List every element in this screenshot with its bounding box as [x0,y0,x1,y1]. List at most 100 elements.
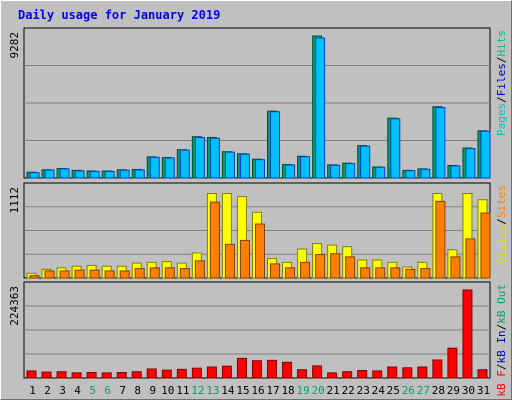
bar-kb-f-day-10 [161,369,172,379]
bar-files-day-22 [345,163,356,179]
bar-sites-day-22 [345,256,356,279]
bar-sites-day-3 [59,270,70,279]
legend-entry: Files [495,63,508,96]
bar-files-day-8 [134,169,145,179]
day-label-26: 26 [402,384,415,397]
panel-legend-kb: kB F/kB In/kB Out [495,284,508,397]
legend-entry: kB In [495,330,508,363]
bar-sites-day-20 [315,254,326,279]
bar-sites-day-5 [89,269,100,279]
bar-sites-day-7 [119,270,130,279]
bar-files-day-9 [149,156,160,179]
bar-kb-f-day-11 [176,368,187,379]
bar-files-day-18 [285,164,296,179]
bar-files-day-30 [465,148,476,179]
day-label-11: 11 [176,384,189,397]
day-label-4: 4 [74,384,81,397]
legend-entry: / [495,96,508,103]
legend-entry: kB F [495,370,508,397]
bar-files-day-25 [390,118,401,179]
bar-files-day-14 [224,151,235,179]
bar-files-day-3 [59,168,70,179]
bar-sites-day-24 [375,267,386,279]
bar-sites-day-17 [270,263,281,279]
bar-sites-day-6 [104,270,115,279]
bar-sites-day-25 [390,267,401,279]
bar-sites-day-27 [420,268,431,279]
day-label-22: 22 [342,384,355,397]
day-label-2: 2 [44,384,51,397]
bar-files-day-27 [420,168,431,179]
bar-files-day-4 [74,170,85,179]
legend-entry: Pages [495,103,508,136]
bar-sites-day-18 [285,267,296,279]
day-label-17: 17 [266,384,279,397]
panel-max-label: 9282 [8,32,21,59]
bar-files-day-19 [300,156,311,179]
day-label-9: 9 [149,384,156,397]
bar-kb-f-day-26 [402,367,413,379]
bar-sites-day-1 [29,275,40,279]
bar-files-day-10 [164,157,175,179]
day-label-27: 27 [417,384,430,397]
day-label-19: 19 [296,384,309,397]
day-label-14: 14 [221,384,235,397]
bar-kb-f-day-9 [146,368,157,379]
legend-entry: Visits [495,225,508,265]
bar-sites-day-11 [179,268,190,279]
bar-files-day-13 [209,137,220,179]
bar-files-day-1 [29,172,40,179]
day-label-16: 16 [251,384,264,397]
bar-sites-day-31 [480,212,491,279]
legend-entry: / [495,218,508,225]
day-label-25: 25 [387,384,400,397]
bar-sites-day-4 [74,269,85,279]
bar-files-day-6 [104,170,115,179]
bar-kb-f-day-6 [101,372,112,379]
bar-sites-day-23 [360,267,371,279]
day-label-8: 8 [134,384,141,397]
panel-legend-visits-sites: Visits/Sites [495,185,508,265]
bar-files-day-26 [405,170,416,179]
day-label-10: 10 [161,384,174,397]
bar-files-day-28 [435,107,446,179]
legend-entry: kB Out [495,284,508,324]
bar-kb-f-day-7 [116,372,127,379]
bar-sites-day-14 [224,243,235,279]
bar-kb-f-day-31 [477,369,488,379]
bar-kb-f-day-30 [462,289,473,379]
bar-kb-f-day-25 [387,366,398,379]
bar-files-day-15 [239,153,250,179]
day-label-28: 28 [432,384,445,397]
bar-kb-f-day-22 [342,371,353,379]
bar-files-day-11 [179,149,190,179]
day-label-5: 5 [89,384,96,397]
bar-kb-f-day-20 [312,365,323,379]
day-label-13: 13 [206,384,219,397]
day-label-6: 6 [104,384,111,397]
bar-files-day-2 [44,169,55,179]
bar-kb-f-day-3 [56,371,67,379]
bar-kb-f-day-29 [447,347,458,379]
panel-max-label: 1112 [8,187,21,214]
bar-kb-f-day-17 [267,359,278,379]
bar-sites-day-2 [44,270,55,279]
bar-kb-f-day-8 [131,371,142,379]
bar-sites-day-26 [405,268,416,279]
day-label-30: 30 [462,384,475,397]
day-label-21: 21 [327,384,340,397]
chart-title: Daily usage for January 2019 [18,8,221,22]
bar-files-day-16 [254,159,265,179]
bar-kb-f-day-5 [86,372,97,379]
bar-sites-day-15 [239,239,250,279]
bar-sites-day-30 [465,238,476,279]
bar-kb-f-day-4 [71,372,82,379]
bar-sites-day-16 [254,223,265,279]
bar-kb-f-day-13 [206,366,217,379]
day-label-12: 12 [191,384,204,397]
bar-kb-f-day-1 [26,370,37,379]
bar-kb-f-day-14 [221,365,232,379]
bar-kb-f-day-23 [357,370,368,379]
legend-entry: / [495,57,508,64]
day-label-15: 15 [236,384,249,397]
